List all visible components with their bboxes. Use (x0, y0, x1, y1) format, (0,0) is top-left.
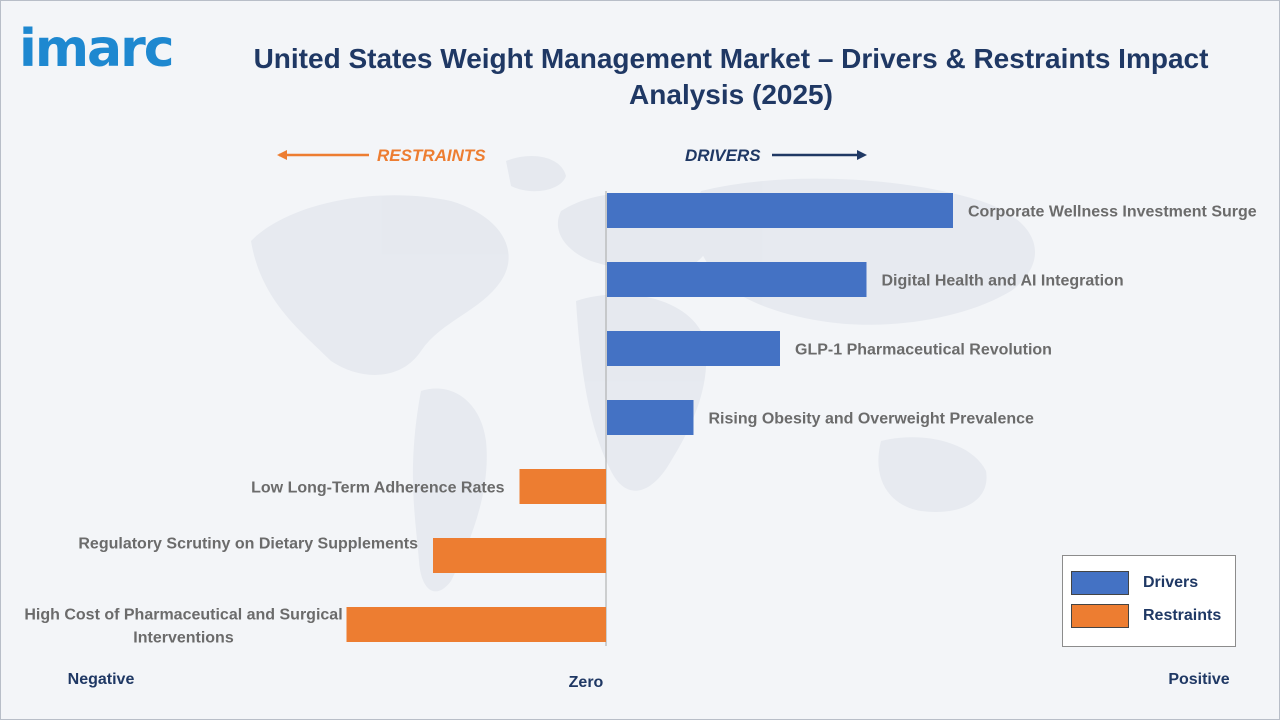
legend-item-drivers: Drivers (1071, 570, 1198, 596)
axis-zero-label: Zero (569, 674, 604, 691)
legend-label-restraints: Restraints (1143, 607, 1222, 624)
legend-swatch-restraints (1071, 604, 1129, 628)
category-label-5: Low Long-Term Adherence Rates (251, 480, 504, 497)
chart-title: United States Weight Management Market –… (253, 43, 1209, 110)
axis-negative-label: Negative (68, 671, 135, 688)
bar-restraint-7 (346, 607, 606, 642)
axis-positive-label: Positive (1168, 671, 1229, 688)
category-label-2: Digital Health and AI Integration (882, 273, 1124, 290)
category-label-1: Corporate Wellness Investment Surge (968, 204, 1257, 221)
bar-restraint-5 (519, 469, 606, 504)
bar-driver-4 (607, 400, 694, 435)
category-label-6: Regulatory Scrutiny on Dietary Supplemen… (78, 536, 418, 553)
category-label-3: GLP-1 Pharmaceutical Revolution (795, 342, 1052, 359)
restraints-header: RESTRAINTS (377, 146, 486, 165)
restraints-arrow-head-icon (277, 150, 287, 160)
bars-group (346, 193, 953, 642)
bar-driver-2 (607, 262, 867, 297)
drivers-header: DRIVERS (685, 146, 761, 165)
category-labels-group: Corporate Wellness Investment Surge Digit… (24, 204, 1256, 647)
drivers-arrow-head-icon (857, 150, 867, 160)
legend-item-restraints: Restraints (1071, 603, 1221, 629)
legend-label-drivers: Drivers (1143, 574, 1199, 591)
legend-swatch-drivers (1071, 571, 1129, 595)
imarc-logo: imarc (19, 19, 175, 79)
logo-text: imarc (19, 19, 175, 79)
bar-restraint-6 (433, 538, 606, 573)
category-label-4: Rising Obesity and Overweight Prevalence (709, 411, 1035, 428)
category-label-7: High Cost of Pharmaceutical and Surgical… (24, 607, 342, 647)
bar-driver-1 (607, 193, 953, 228)
bar-driver-3 (607, 331, 780, 366)
legend: Drivers Restraints (1062, 555, 1236, 647)
